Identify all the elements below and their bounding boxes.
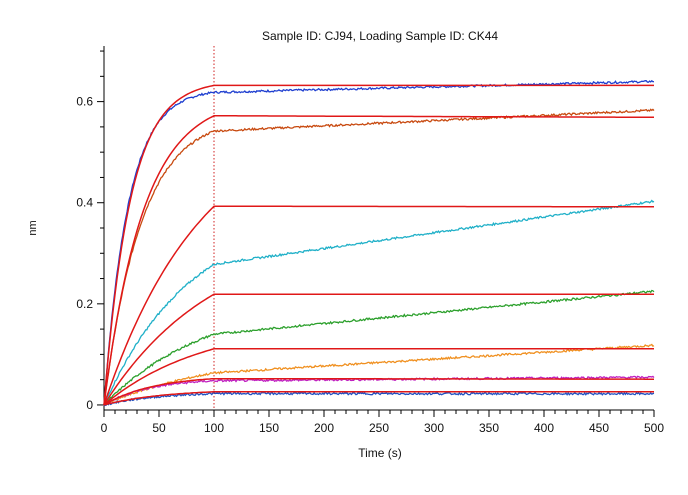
x-axis-label: Time (s) — [358, 446, 402, 460]
data-curve-3 — [103, 199, 655, 405]
y-tick-label: 0 — [86, 398, 93, 412]
data-curve-5 — [103, 343, 655, 407]
fit-curve-4 — [103, 293, 654, 406]
x-tick-label: 200 — [314, 421, 334, 435]
x-tick-label: 300 — [424, 421, 444, 435]
x-tick-label: 250 — [369, 421, 389, 435]
x-tick-label: 350 — [479, 421, 499, 435]
data-curve-2 — [103, 108, 655, 406]
x-tick-label: 150 — [259, 421, 279, 435]
fit-curve-3 — [103, 205, 654, 406]
plot-area: 0 50 100 150 200 250 300 350 400 450 500 0 0.2 0.4 0.6 — [76, 46, 664, 435]
fit-curve-7 — [103, 391, 654, 406]
y-axis-label: nm — [27, 220, 39, 235]
y-tick-label: 0.2 — [76, 297, 93, 311]
x-tick-label: 100 — [204, 421, 224, 435]
y-tick-label: 0.6 — [76, 95, 93, 109]
x-tick-label: 50 — [152, 421, 166, 435]
x-tick-label: 450 — [589, 421, 609, 435]
data-curve-6 — [103, 375, 655, 407]
chart-title: Sample ID: CJ94, Loading Sample ID: CK44 — [262, 29, 498, 43]
x-tick-label: 500 — [644, 421, 664, 435]
fit-curve-1 — [103, 84, 654, 405]
fit-curve-6 — [103, 377, 654, 406]
x-tick-label: 400 — [534, 421, 554, 435]
data-curve-1 — [103, 79, 655, 406]
y-tick-label: 0.4 — [76, 196, 93, 210]
data-curve-7 — [103, 391, 655, 407]
fit-curve-2 — [103, 115, 654, 405]
x-tick-label: 0 — [101, 421, 108, 435]
fit-curve-5 — [103, 348, 654, 406]
data-curve-4 — [103, 289, 655, 406]
